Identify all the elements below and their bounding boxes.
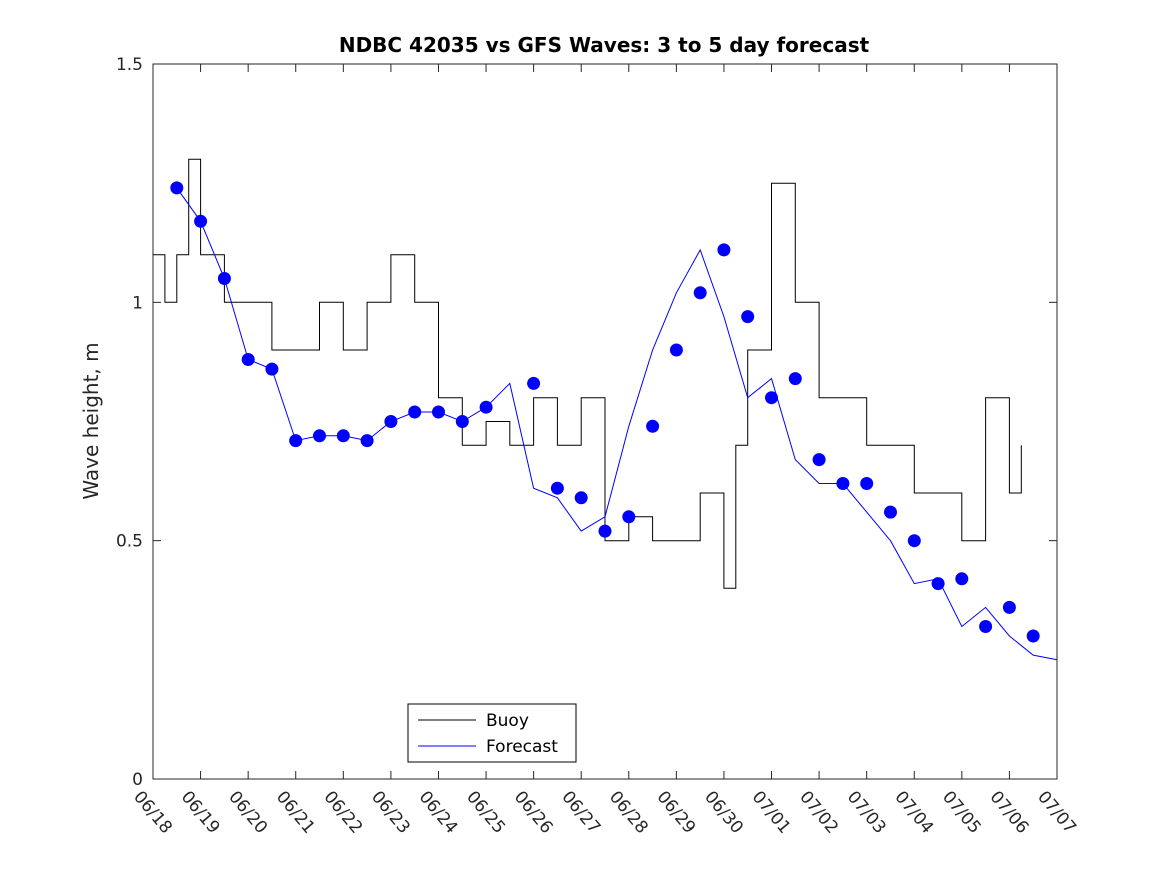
- forecast-marker: [931, 577, 945, 591]
- forecast-marker: [527, 376, 541, 390]
- forecast-marker: [384, 415, 398, 428]
- forecast-marker: [265, 362, 279, 376]
- forecast-marker: [455, 415, 469, 428]
- forecast-marker: [432, 405, 445, 419]
- forecast-marker: [1002, 600, 1016, 614]
- y-axis-label: Wave height, m: [79, 342, 103, 499]
- forecast-marker: [812, 453, 826, 467]
- marker-group: [170, 181, 1040, 643]
- forecast-marker: [884, 505, 897, 519]
- forecast-marker: [170, 181, 184, 195]
- forecast-marker: [860, 477, 874, 490]
- chart-title: NDBC 42035 vs GFS Waves: 3 to 5 day fore…: [339, 33, 870, 57]
- forecast-marker: [289, 434, 303, 448]
- forecast-marker: [646, 419, 660, 433]
- forecast-marker: [669, 343, 683, 357]
- legend-label-buoy: Buoy: [486, 711, 529, 731]
- forecast-marker: [741, 310, 755, 324]
- forecast-marker: [765, 391, 778, 405]
- forecast-marker: [907, 534, 921, 548]
- y-tick-label: 1: [132, 293, 143, 313]
- forecast-marker: [241, 353, 255, 366]
- forecast-marker: [622, 510, 636, 524]
- y-tick-label: 1.5: [116, 55, 143, 75]
- forecast-marker: [217, 272, 231, 285]
- legend-label-forecast: Forecast: [486, 737, 558, 757]
- forecast-marker: [1026, 629, 1040, 643]
- legend: Buoy Forecast: [407, 703, 577, 763]
- forecast-marker: [574, 491, 588, 505]
- axes-box: [152, 63, 1058, 780]
- forecast-marker: [194, 214, 208, 228]
- legend-box: [407, 703, 577, 763]
- y-tick-label: 0.5: [116, 532, 143, 552]
- forecast-marker: [717, 243, 731, 257]
- forecast-marker: [598, 524, 612, 538]
- forecast-marker: [313, 429, 326, 443]
- forecast-marker: [550, 481, 564, 495]
- forecast-marker: [955, 572, 969, 586]
- forecast-marker: [336, 429, 350, 443]
- forecast-marker: [408, 405, 422, 419]
- forecast-marker: [360, 434, 374, 448]
- forecast-marker: [693, 286, 707, 300]
- forecast-marker: [979, 620, 993, 633]
- forecast-marker: [788, 372, 802, 386]
- y-tick-label: 0: [132, 770, 143, 790]
- forecast-marker: [479, 400, 493, 414]
- series-line-buoy: [153, 158, 1022, 589]
- forecast-marker: [836, 477, 850, 490]
